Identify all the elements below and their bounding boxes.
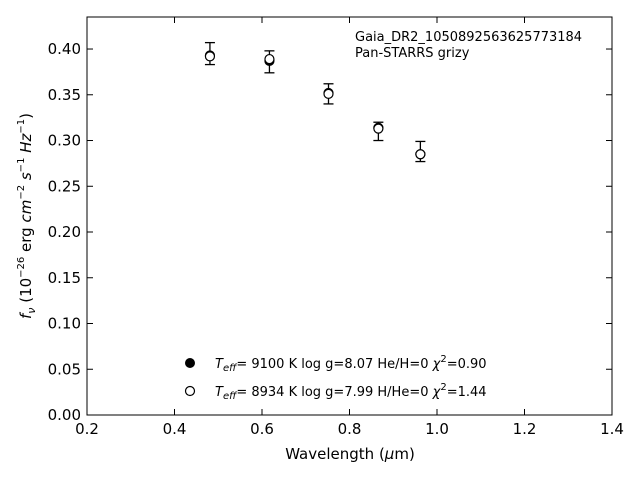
model-point-open xyxy=(415,149,426,160)
x-tick-label: 1.2 xyxy=(513,420,537,438)
model-point-open xyxy=(373,123,384,134)
model-point-open xyxy=(323,88,334,99)
data-marks xyxy=(204,41,426,163)
y-tick-label: 0.15 xyxy=(48,269,81,287)
y-tick-label: 0.10 xyxy=(48,315,81,333)
y-tick-label: 0.05 xyxy=(48,360,81,378)
x-tick-label: 1.0 xyxy=(425,420,449,438)
y-tick-label: 0.25 xyxy=(48,177,81,195)
y-tick-label: 0.35 xyxy=(48,86,81,104)
annotation-line-1: Gaia_DR2_1050892563625773184 xyxy=(355,30,582,45)
annotation-line-2: Pan-STARRS grizy xyxy=(355,46,470,61)
y-axis-label: fν (10−26 erg cm−2 s−1 Hz−1) xyxy=(16,113,38,319)
legend-label-filled: Teff= 9100 K log g=8.07 He/H=0 χ2=0.90 xyxy=(215,354,487,374)
y-tick-label: 0.40 xyxy=(48,40,81,58)
legend: Teff= 9100 K log g=8.07 He/H=0 χ2=0.90 T… xyxy=(184,354,487,402)
axis-ticks: 0.2 0.4 0.6 0.8 1.0 1.2 1.4 0.00 0.05 0.10 0.15 0.2… xyxy=(48,17,624,438)
x-tick-label: 0.2 xyxy=(75,420,99,438)
y-tick-label: 0.30 xyxy=(48,132,81,150)
x-axis-label: Wavelength (μm) xyxy=(285,445,415,463)
x-tick-label: 0.6 xyxy=(250,420,274,438)
model-point-open xyxy=(204,51,216,62)
y-tick-label: 0.00 xyxy=(48,406,81,424)
x-tick-label: 0.8 xyxy=(338,420,362,438)
plot-frame xyxy=(86,16,613,416)
x-tick-label: 1.4 xyxy=(600,420,624,438)
model-point-open xyxy=(264,53,275,65)
x-tick-label: 0.4 xyxy=(163,420,187,438)
legend-label-open: Teff= 8934 K log g=7.99 H/He=0 χ2=1.44 xyxy=(215,382,487,402)
legend-marker-open xyxy=(184,385,196,397)
legend-marker-filled xyxy=(185,358,195,368)
y-tick-label: 0.20 xyxy=(48,223,81,241)
